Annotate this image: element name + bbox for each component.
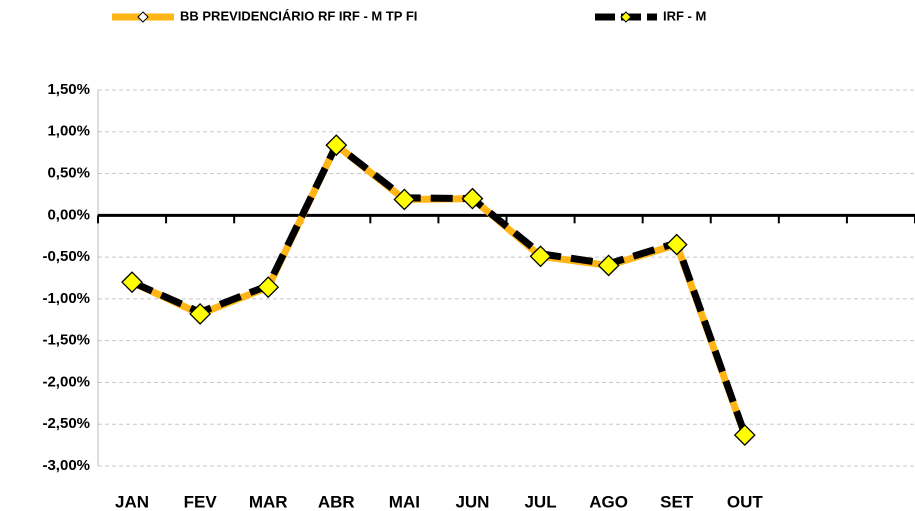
legend-label: BB PREVIDENCIÁRIO RF IRF - M TP FI xyxy=(180,8,417,23)
data-point xyxy=(121,271,143,294)
y-tick-label: 1,00% xyxy=(47,123,90,140)
x-tick-label: FEV xyxy=(184,492,218,511)
data-point xyxy=(733,424,756,447)
data-point xyxy=(393,188,416,211)
data-point xyxy=(325,134,348,157)
legend-label: IRF - M xyxy=(663,8,706,23)
data-point xyxy=(665,233,688,256)
data-point xyxy=(461,187,484,210)
y-tick-label: 1,50% xyxy=(47,81,90,98)
x-tick-label: OUT xyxy=(727,492,764,511)
data-point xyxy=(257,276,280,299)
y-tick-label: 0,00% xyxy=(47,206,90,223)
x-tick-label: SET xyxy=(660,492,694,511)
legend: BB PREVIDENCIÁRIO RF IRF - M TP FI IRF - … xyxy=(112,8,706,23)
y-tick-label: -2,00% xyxy=(42,373,90,390)
x-tick-label: JAN xyxy=(115,492,149,511)
x-tick-label: MAI xyxy=(389,492,420,511)
x-tick-label: ABR xyxy=(318,492,355,511)
series-line xyxy=(130,141,749,437)
y-tick-label: -0,50% xyxy=(42,248,90,265)
y-tick-label: -3,00% xyxy=(42,457,90,474)
x-tick-label: JUN xyxy=(455,492,489,511)
series-line xyxy=(130,141,749,436)
x-tick-label: MAR xyxy=(249,492,288,511)
x-tick-label: JUL xyxy=(524,492,556,511)
y-tick-label: -2,50% xyxy=(42,415,90,432)
data-point xyxy=(529,245,552,268)
legend-marker xyxy=(137,11,149,23)
y-tick-label: -1,50% xyxy=(42,332,90,349)
y-tick-label: 0,50% xyxy=(47,165,90,182)
data-point xyxy=(189,303,212,325)
legend-marker xyxy=(620,11,632,23)
data-point xyxy=(597,254,620,277)
x-tick-label: AGO xyxy=(589,492,628,511)
y-tick-label: -1,00% xyxy=(42,290,90,307)
